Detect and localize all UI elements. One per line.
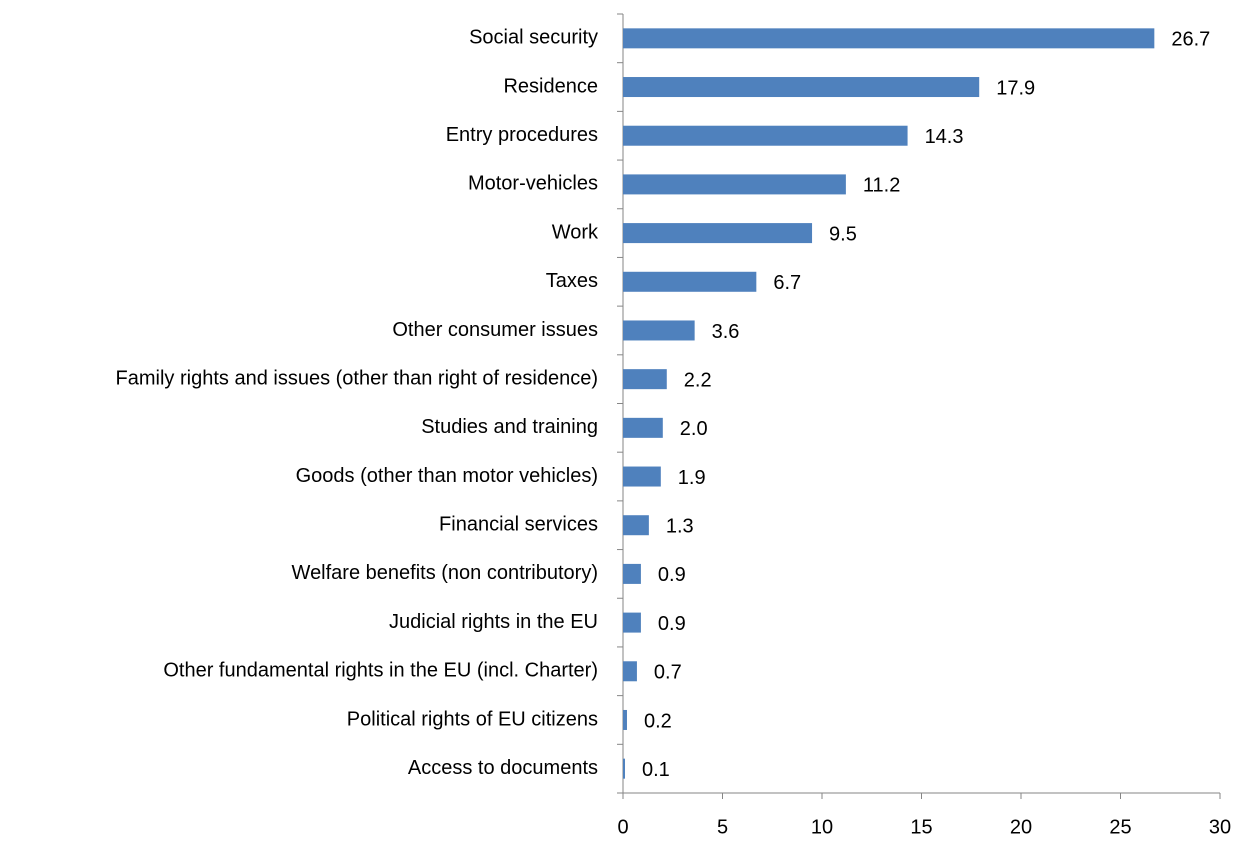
bar	[623, 563, 641, 584]
x-tick-label: 10	[811, 816, 833, 838]
y-tick-label: Other fundamental rights in the EU (incl…	[163, 660, 598, 682]
x-tick-label: 15	[910, 816, 932, 838]
bar	[623, 417, 663, 438]
bar	[623, 709, 627, 730]
data-label: 9.5	[829, 223, 857, 245]
data-label: 6.7	[773, 272, 801, 294]
bar	[623, 223, 813, 244]
y-tick-label: Other consumer issues	[392, 319, 598, 341]
y-tick-label: Social security	[469, 27, 598, 49]
data-label: 1.3	[666, 516, 694, 538]
data-label: 0.9	[658, 564, 686, 586]
bar	[623, 320, 695, 341]
bar	[623, 515, 649, 536]
y-tick-label: Work	[552, 221, 599, 243]
data-label: 0.7	[654, 662, 682, 684]
y-tick-label: Welfare benefits (non contributory)	[292, 562, 598, 584]
data-label: 2.0	[680, 418, 708, 440]
y-tick-label: Taxes	[546, 270, 598, 292]
bar	[623, 612, 641, 633]
y-tick-label: Family rights and issues (other than rig…	[116, 367, 598, 389]
bar	[623, 125, 908, 146]
data-label: 3.6	[712, 321, 740, 343]
bar	[623, 28, 1155, 49]
data-label: 2.2	[684, 369, 712, 391]
data-label: 1.9	[678, 467, 706, 489]
y-tick-label: Studies and training	[421, 416, 598, 438]
data-label: 0.9	[658, 613, 686, 635]
bar	[623, 661, 637, 682]
bar	[623, 466, 661, 487]
y-tick-label: Access to documents	[408, 757, 598, 779]
y-tick-label: Judicial rights in the EU	[389, 611, 598, 633]
bar	[623, 77, 980, 98]
bar	[623, 369, 667, 390]
y-tick-label: Goods (other than motor vehicles)	[296, 465, 598, 487]
bar	[623, 758, 625, 779]
x-tick-label: 5	[717, 816, 728, 838]
x-tick-label: 20	[1010, 816, 1032, 838]
x-tick-label: 25	[1109, 816, 1131, 838]
y-tick-label: Political rights of EU citizens	[347, 708, 598, 730]
y-tick-label: Residence	[503, 75, 598, 97]
data-label: 0.2	[644, 710, 672, 732]
data-label: 26.7	[1171, 29, 1210, 51]
data-label: 0.1	[642, 759, 670, 781]
y-tick-label: Financial services	[439, 514, 598, 536]
data-label: 11.2	[863, 175, 900, 197]
x-tick-label: 30	[1209, 816, 1231, 838]
y-tick-label: Entry procedures	[446, 124, 598, 146]
data-label: 17.9	[996, 77, 1035, 99]
data-label: 14.3	[925, 126, 964, 148]
bar	[623, 271, 757, 292]
x-tick-label: 0	[617, 816, 628, 838]
y-tick-label: Motor-vehicles	[468, 173, 598, 195]
bar	[623, 174, 846, 195]
